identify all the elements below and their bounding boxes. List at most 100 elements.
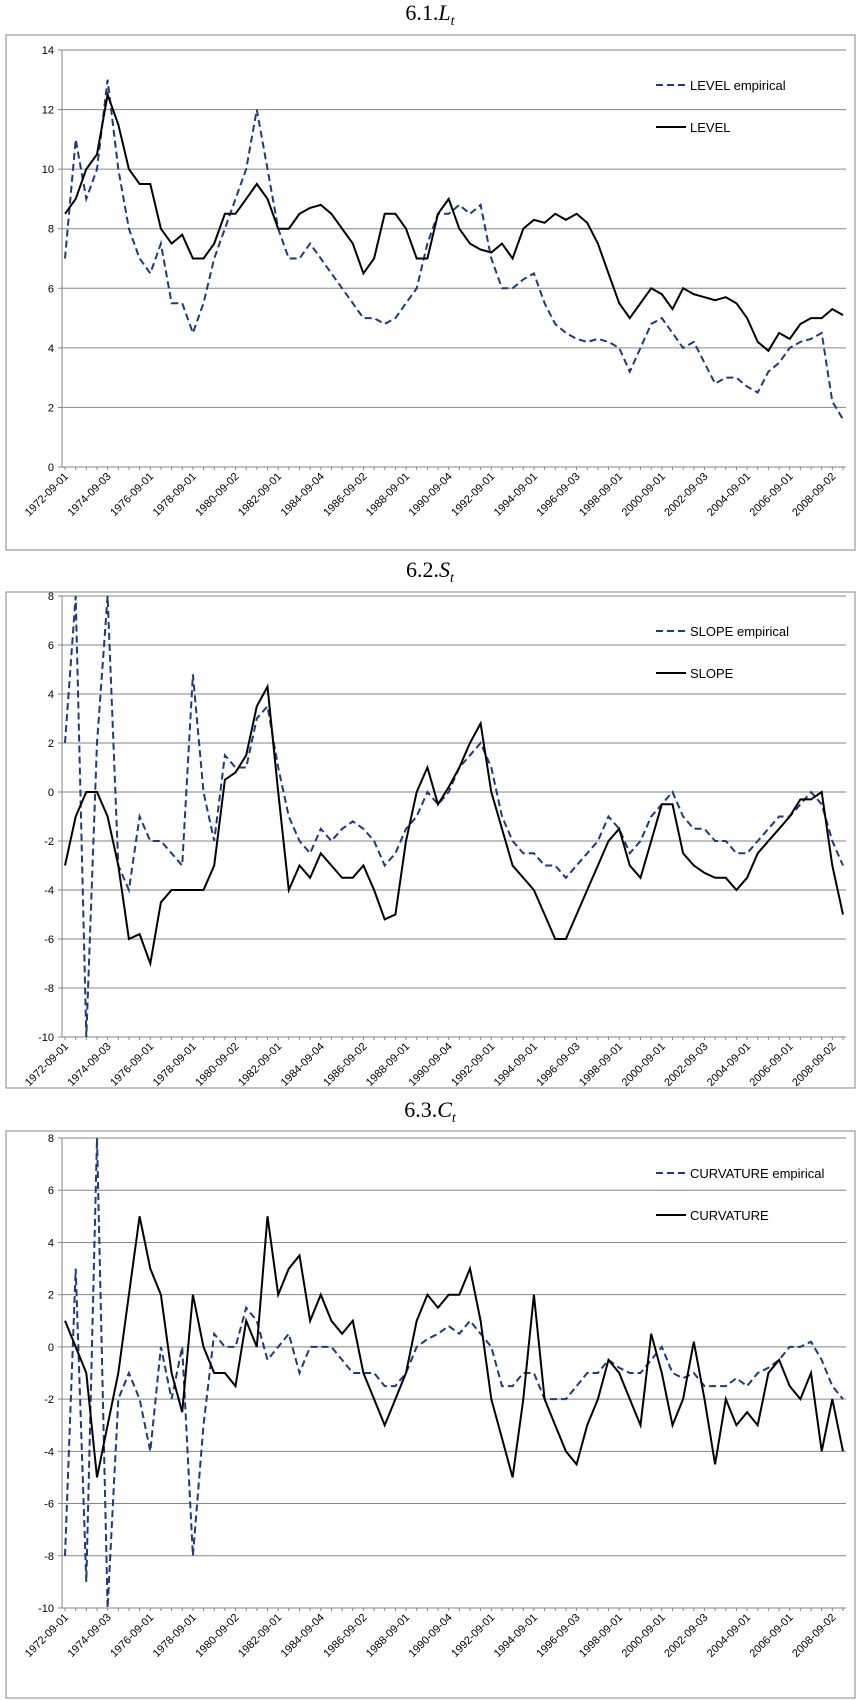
y-tick-label: 2 [48,738,54,750]
x-tick-label: 1988-09-01 [364,471,412,519]
x-tick-label: 1994-09-01 [492,1612,540,1660]
y-tick-label: 0 [48,787,54,799]
x-tick-label: 1980-09-02 [193,471,241,519]
panel-frame [5,591,856,1089]
x-tick-label: 2008-09-02 [790,471,838,519]
x-tick-label: 1974-09-03 [65,1041,113,1089]
legend-label: CURVATURE empirical [690,1166,824,1181]
x-tick-label: 2006-09-01 [748,471,796,519]
x-tick-label: 1984-09-04 [279,1612,327,1660]
x-tick-label: 2002-09-03 [662,1612,710,1660]
x-tick-label: 1994-09-01 [492,1041,540,1089]
panel-frame [5,1130,856,1699]
x-tick-label: 1984-09-04 [279,471,327,519]
y-tick-label: -4 [44,885,54,897]
title-number: 6.3. [404,1097,437,1122]
legend-label: SLOPE [690,666,734,681]
title-symbol: L [437,0,450,25]
x-tick-label: 1986-09-02 [321,471,369,519]
x-tick-label: 1996-09-03 [534,1612,582,1660]
y-tick-label: 0 [48,462,54,474]
x-tick-label: 1992-09-01 [449,1612,497,1660]
y-tick-label: -2 [44,1394,54,1406]
chart-title: 6.1.Lt [405,0,455,29]
y-tick-label: 6 [48,1185,54,1197]
x-tick-label: 2008-09-02 [790,1041,838,1089]
y-tick-label: -6 [44,934,54,946]
x-tick-label: 1998-09-01 [577,1041,625,1089]
x-tick-label: 1976-09-01 [108,1612,156,1660]
x-tick-label: 1994-09-01 [492,471,540,519]
chart-panel: 6.3.Ct -10 -8 -6 -4 -2 0 2 4 6 8 1972-09-011974-09-… [5,1097,856,1699]
x-tick-label: 1998-09-01 [577,471,625,519]
y-tick-label: -8 [44,983,54,995]
chart-title: 6.2.St [406,557,455,586]
x-tick-label: 1972-09-01 [23,1612,71,1660]
x-tick-label: 1980-09-02 [193,1041,241,1089]
legend-label: CURVATURE [690,1208,769,1223]
y-tick-label: 4 [48,689,54,701]
y-tick-label: 6 [48,640,54,652]
x-tick-label: 1986-09-02 [321,1612,369,1660]
y-tick-label: 12 [42,105,54,117]
series-line [64,1137,844,1609]
y-tick-label: 4 [48,1237,54,1249]
chart-panel: 6.1.Lt024681012141972-09-011974-09-03197… [5,0,856,551]
y-tick-label: -2 [44,836,54,848]
y-tick-label: -8 [44,1551,54,1563]
y-tick-label: 2 [48,402,54,414]
x-tick-label: 1982-09-01 [236,1612,284,1660]
x-tick-label: 1992-09-01 [449,1041,497,1089]
y-tick-label: 8 [48,224,54,236]
series-line [64,1216,844,1478]
series-line [64,595,844,1038]
y-tick-label: 0 [48,1342,54,1354]
x-tick-label: 1988-09-01 [364,1612,412,1660]
x-tick-label: 2004-09-01 [705,1612,753,1660]
x-tick-label: 1982-09-01 [236,1041,284,1089]
x-tick-label: 1990-09-04 [407,1041,455,1089]
x-tick-label: 1990-09-04 [407,1612,455,1660]
y-tick-label: -10 [38,1032,54,1044]
x-tick-label: 1988-09-01 [364,1041,412,1089]
title-subscript: t [450,571,455,586]
x-tick-label: 2000-09-01 [620,471,668,519]
series-line [64,683,844,968]
x-tick-label: 1978-09-01 [151,471,199,519]
x-tick-label: 1972-09-01 [23,1041,71,1089]
y-tick-label: 4 [48,343,54,355]
panel-frame [5,34,856,551]
y-tick-label: 14 [42,45,54,57]
legend-label: SLOPE empirical [690,624,789,639]
title-symbol: C [437,1097,452,1122]
x-tick-label: 2002-09-03 [662,1041,710,1089]
x-tick-label: 1974-09-03 [65,471,113,519]
x-tick-label: 2008-09-02 [790,1612,838,1660]
y-tick-label: 6 [48,283,54,295]
x-tick-label: 1996-09-03 [534,1041,582,1089]
x-tick-label: 1976-09-01 [108,1041,156,1089]
x-tick-label: 2000-09-01 [620,1612,668,1660]
x-tick-label: 1972-09-01 [23,471,71,519]
x-tick-label: 1986-09-02 [321,1041,369,1089]
legend-label: LEVEL empirical [690,78,786,93]
x-tick-label: 1982-09-01 [236,471,284,519]
y-tick-label: 8 [48,591,54,603]
x-tick-label: 1976-09-01 [108,471,156,519]
x-tick-label: 1980-09-02 [193,1612,241,1660]
x-tick-label: 1978-09-01 [151,1041,199,1089]
x-tick-label: 1978-09-01 [151,1612,199,1660]
chart-panel: 6.2.St -10 -8 -6 -4 -2 0 2 4 6 8 1972-09-011974-09-… [5,557,856,1089]
series-line [64,79,844,420]
x-tick-label: 1974-09-03 [65,1612,113,1660]
series-line [64,90,844,353]
x-tick-label: 2000-09-01 [620,1041,668,1089]
title-subscript: t [452,1111,457,1126]
x-tick-label: 2004-09-01 [705,1041,753,1089]
y-tick-label: 8 [48,1133,54,1145]
x-tick-label: 2004-09-01 [705,471,753,519]
y-tick-label: 2 [48,1290,54,1302]
title-subscript: t [451,14,456,29]
title-number: 6.1. [405,0,438,25]
